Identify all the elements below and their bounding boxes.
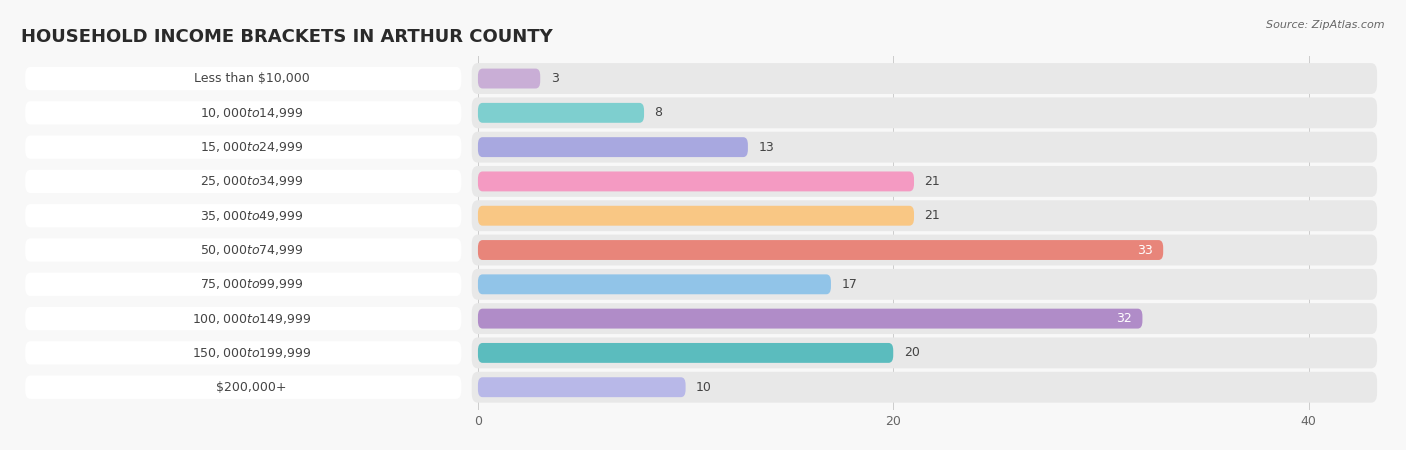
Text: $35,000 to $49,999: $35,000 to $49,999 <box>200 209 304 223</box>
FancyBboxPatch shape <box>471 200 1376 231</box>
Text: $200,000+: $200,000+ <box>217 381 287 394</box>
FancyBboxPatch shape <box>25 135 461 159</box>
FancyBboxPatch shape <box>471 303 1376 334</box>
FancyBboxPatch shape <box>471 132 1376 162</box>
Text: 13: 13 <box>758 141 775 153</box>
FancyBboxPatch shape <box>478 206 914 225</box>
FancyBboxPatch shape <box>25 273 461 296</box>
FancyBboxPatch shape <box>471 166 1376 197</box>
Text: $100,000 to $149,999: $100,000 to $149,999 <box>191 311 311 326</box>
FancyBboxPatch shape <box>478 103 644 123</box>
FancyBboxPatch shape <box>478 377 686 397</box>
Text: $15,000 to $24,999: $15,000 to $24,999 <box>200 140 304 154</box>
Text: 8: 8 <box>654 106 662 119</box>
FancyBboxPatch shape <box>478 137 748 157</box>
Text: 32: 32 <box>1116 312 1132 325</box>
FancyBboxPatch shape <box>478 309 1143 328</box>
FancyBboxPatch shape <box>25 67 461 90</box>
FancyBboxPatch shape <box>478 343 893 363</box>
Text: 3: 3 <box>551 72 558 85</box>
Text: Less than $10,000: Less than $10,000 <box>194 72 309 85</box>
Text: $10,000 to $14,999: $10,000 to $14,999 <box>200 106 304 120</box>
FancyBboxPatch shape <box>471 63 1376 94</box>
FancyBboxPatch shape <box>471 234 1376 266</box>
FancyBboxPatch shape <box>471 97 1376 128</box>
Text: Source: ZipAtlas.com: Source: ZipAtlas.com <box>1267 20 1385 30</box>
FancyBboxPatch shape <box>25 307 461 330</box>
Text: $50,000 to $74,999: $50,000 to $74,999 <box>200 243 304 257</box>
FancyBboxPatch shape <box>471 269 1376 300</box>
FancyBboxPatch shape <box>25 101 461 125</box>
FancyBboxPatch shape <box>478 171 914 191</box>
FancyBboxPatch shape <box>25 204 461 227</box>
FancyBboxPatch shape <box>478 68 540 89</box>
Text: 17: 17 <box>841 278 858 291</box>
FancyBboxPatch shape <box>25 376 461 399</box>
FancyBboxPatch shape <box>25 238 461 262</box>
FancyBboxPatch shape <box>478 240 1163 260</box>
Text: 10: 10 <box>696 381 711 394</box>
FancyBboxPatch shape <box>25 341 461 365</box>
Text: $25,000 to $34,999: $25,000 to $34,999 <box>200 175 304 189</box>
Text: 20: 20 <box>904 346 920 360</box>
FancyBboxPatch shape <box>471 338 1376 369</box>
FancyBboxPatch shape <box>478 274 831 294</box>
Text: 21: 21 <box>924 209 941 222</box>
Text: $75,000 to $99,999: $75,000 to $99,999 <box>200 277 304 291</box>
FancyBboxPatch shape <box>471 372 1376 403</box>
Text: 33: 33 <box>1137 243 1153 256</box>
Text: HOUSEHOLD INCOME BRACKETS IN ARTHUR COUNTY: HOUSEHOLD INCOME BRACKETS IN ARTHUR COUN… <box>21 28 553 46</box>
Text: $150,000 to $199,999: $150,000 to $199,999 <box>191 346 311 360</box>
Text: 21: 21 <box>924 175 941 188</box>
FancyBboxPatch shape <box>25 170 461 193</box>
